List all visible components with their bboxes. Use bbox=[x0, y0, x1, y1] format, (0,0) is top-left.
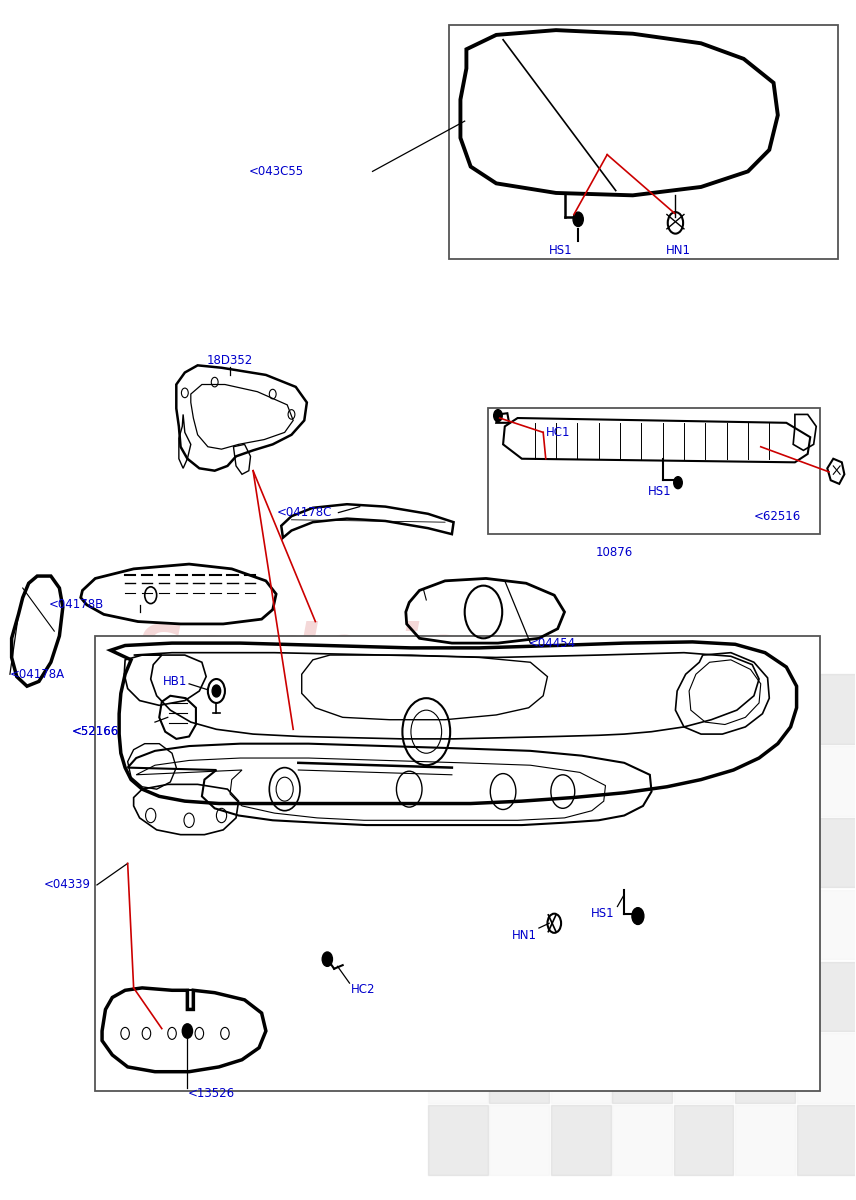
Bar bbox=[428, 746, 488, 816]
Text: Scuderia: Scuderia bbox=[136, 620, 464, 686]
Bar bbox=[797, 746, 856, 816]
Bar bbox=[612, 1105, 672, 1175]
Bar bbox=[551, 746, 610, 816]
Text: <52166: <52166 bbox=[72, 725, 119, 738]
Bar bbox=[797, 889, 856, 959]
Bar bbox=[551, 818, 610, 887]
Bar bbox=[735, 818, 795, 887]
Bar bbox=[612, 889, 672, 959]
Bar bbox=[674, 961, 734, 1031]
Bar bbox=[612, 674, 672, 744]
Bar bbox=[551, 961, 610, 1031]
Bar bbox=[797, 961, 856, 1031]
Bar bbox=[674, 1033, 734, 1103]
Text: <62516: <62516 bbox=[754, 510, 801, 523]
Bar bbox=[674, 746, 734, 816]
Text: HB1: HB1 bbox=[163, 674, 187, 688]
Bar bbox=[428, 818, 488, 887]
Bar bbox=[674, 818, 734, 887]
Text: <13526: <13526 bbox=[187, 1087, 235, 1099]
Bar bbox=[428, 889, 488, 959]
Text: <52166: <52166 bbox=[72, 725, 119, 738]
Circle shape bbox=[573, 212, 583, 227]
Text: <04454: <04454 bbox=[529, 636, 576, 649]
Text: <043C55: <043C55 bbox=[249, 164, 304, 178]
Text: HS1: HS1 bbox=[648, 485, 672, 498]
Bar bbox=[428, 1105, 488, 1175]
Bar bbox=[735, 674, 795, 744]
Bar bbox=[490, 961, 550, 1031]
Bar bbox=[674, 889, 734, 959]
Text: <04178A: <04178A bbox=[10, 667, 65, 680]
Text: car parts: car parts bbox=[230, 704, 455, 748]
Bar bbox=[551, 889, 610, 959]
Bar bbox=[735, 1105, 795, 1175]
Bar bbox=[551, 1033, 610, 1103]
Text: 18D352: 18D352 bbox=[207, 354, 253, 367]
Bar bbox=[612, 746, 672, 816]
Text: HN1: HN1 bbox=[512, 929, 538, 942]
Circle shape bbox=[322, 952, 332, 966]
Bar bbox=[551, 674, 610, 744]
Text: HS1: HS1 bbox=[591, 907, 614, 920]
Bar bbox=[428, 961, 488, 1031]
Bar bbox=[735, 746, 795, 816]
Bar bbox=[490, 889, 550, 959]
Bar bbox=[797, 674, 856, 744]
Text: <04339: <04339 bbox=[44, 878, 91, 892]
Circle shape bbox=[212, 685, 221, 697]
Bar bbox=[490, 1033, 550, 1103]
Bar bbox=[674, 1105, 734, 1175]
Bar bbox=[490, 818, 550, 887]
Circle shape bbox=[632, 907, 644, 924]
Text: <04178B: <04178B bbox=[49, 599, 104, 611]
Bar bbox=[797, 1105, 856, 1175]
Circle shape bbox=[182, 1024, 193, 1038]
Text: HC2: HC2 bbox=[351, 983, 376, 996]
Text: 10876: 10876 bbox=[596, 546, 633, 559]
Bar bbox=[551, 1105, 610, 1175]
Text: HC1: HC1 bbox=[546, 426, 570, 439]
Bar bbox=[95, 636, 821, 1091]
Bar bbox=[490, 746, 550, 816]
Text: HS1: HS1 bbox=[549, 244, 572, 257]
Circle shape bbox=[674, 476, 682, 488]
Circle shape bbox=[494, 409, 502, 421]
Bar bbox=[449, 25, 837, 259]
Bar bbox=[735, 889, 795, 959]
Bar bbox=[797, 818, 856, 887]
Bar bbox=[735, 961, 795, 1031]
Bar bbox=[612, 818, 672, 887]
Bar bbox=[612, 961, 672, 1031]
Bar bbox=[735, 1033, 795, 1103]
Bar bbox=[490, 674, 550, 744]
Bar bbox=[674, 674, 734, 744]
Bar bbox=[490, 1105, 550, 1175]
Text: <04178C: <04178C bbox=[277, 506, 332, 520]
Bar bbox=[612, 1033, 672, 1103]
Bar bbox=[428, 674, 488, 744]
Bar bbox=[488, 408, 821, 534]
Bar bbox=[428, 1033, 488, 1103]
Bar bbox=[797, 1033, 856, 1103]
Text: HN1: HN1 bbox=[665, 244, 691, 257]
